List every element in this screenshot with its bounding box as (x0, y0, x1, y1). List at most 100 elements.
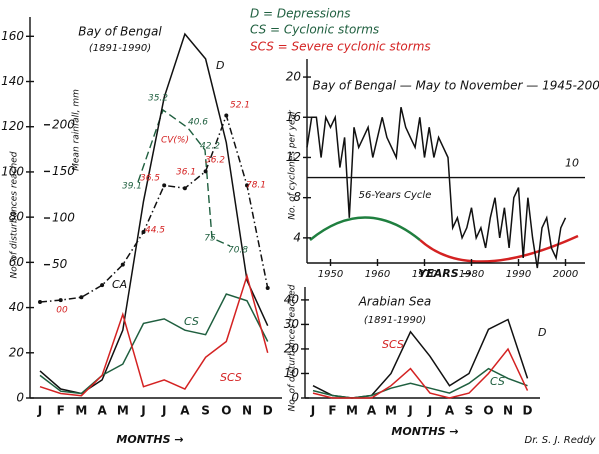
series-label: D (216, 59, 224, 72)
y-tick-label: 4 (293, 230, 301, 244)
y2-tick-label: 150 (52, 164, 75, 178)
y-tick-label: 160 (1, 29, 24, 43)
x-tick-label: 1960 (365, 269, 390, 280)
series-dot (224, 113, 229, 118)
x-tick-label: D (263, 404, 273, 418)
y2-tick-label: 200 (52, 117, 75, 131)
chart-title: Bay of Bengal (78, 25, 162, 39)
x-tick-label: 1970 (412, 269, 437, 280)
x-tick-label: F (57, 404, 65, 418)
chart-title: Arabian Sea (358, 295, 432, 309)
x-tick-label: J (427, 404, 432, 418)
y-tick-label: 30 (284, 317, 300, 331)
x-tick-label: N (503, 404, 513, 418)
annotation: 00 (56, 306, 68, 316)
series-dot (120, 262, 125, 267)
series-dot (58, 298, 63, 303)
y-tick-label: 16 (286, 110, 302, 124)
legend-d: D = Depressions (250, 7, 351, 21)
y-tick-label: 40 (9, 300, 25, 314)
x-tick-label: 1990 (506, 269, 531, 280)
x-axis-label: MONTHS → (116, 433, 183, 446)
chart-subtitle: (1891-1990) (364, 315, 426, 326)
y-axis-label: No. of cyclones per year (288, 109, 298, 220)
annotation: 52.1 (230, 101, 250, 111)
x-tick-label: 2000 (553, 269, 578, 280)
y-tick-label: 80 (9, 210, 25, 224)
y-tick-label: 100 (1, 164, 24, 178)
series-label: CS (184, 315, 199, 328)
y-tick-label: 20 (286, 70, 302, 84)
series-dot (79, 295, 84, 300)
legend-scs: SCS = Severe cyclonic storms (250, 40, 431, 54)
x-tick-label: M (346, 404, 358, 418)
annotation: 39.1 (122, 182, 142, 192)
y-tick-label: 20 (284, 341, 300, 355)
x-tick-label: O (483, 404, 493, 418)
x-tick-label: S (465, 404, 474, 418)
series-line (39, 273, 269, 397)
annotation: 78.1 (246, 181, 266, 191)
x-tick-label: A (445, 404, 455, 418)
annotation: 36.2 (205, 156, 225, 166)
y-tick-label: 20 (9, 345, 25, 359)
cycle-label: 56-Years Cycle (359, 190, 432, 201)
y-tick-label: 140 (1, 74, 24, 88)
chart-subtitle: (1891-1990) (89, 43, 151, 54)
series-dot (162, 183, 167, 188)
signature: Dr. S. J. Reddy (525, 435, 597, 446)
y-axis-label: No. of disturbances reached (10, 151, 20, 278)
y2-tick-label: 100 (52, 211, 75, 225)
legend-cs: CS = Cyclonic storms (250, 23, 379, 37)
annotation: CV(%) (161, 136, 189, 146)
x-tick-label: 1950 (318, 269, 343, 280)
annotation: 40.6 (188, 118, 208, 128)
series-dot (182, 186, 187, 191)
annotation: 42.2 (200, 142, 220, 152)
x-tick-label: A (97, 404, 107, 418)
x-tick-label: J (37, 404, 42, 418)
series-dot (265, 285, 270, 290)
x-tick-label: O (221, 404, 231, 418)
x-tick-label: D (523, 404, 533, 418)
y-tick-label: 10 (284, 366, 300, 380)
x-tick-label: M (75, 404, 87, 418)
x-tick-label: J (140, 404, 145, 418)
annotation: 36.5 (140, 174, 160, 184)
series-line (306, 107, 567, 269)
series-label: SCS (220, 371, 242, 384)
series-line (39, 293, 269, 395)
chart-title: Bay of Bengal — May to November — 1945-2… (313, 79, 599, 93)
x-tick-label: S (201, 404, 210, 418)
y-axis-label: No. of disturbances reached (288, 284, 298, 411)
annotation: 44.5 (145, 226, 165, 236)
series-label: SCS (382, 338, 404, 351)
series-line (312, 347, 529, 399)
y-tick-label: 8 (293, 190, 301, 204)
series-dot (100, 283, 105, 288)
cycle-curve-red (419, 234, 579, 263)
annotation: 70.8 (228, 246, 248, 256)
x-tick-label: A (367, 404, 377, 418)
series-label: CA (112, 278, 127, 291)
x-tick-label: J (161, 404, 166, 418)
y-tick-label: 40 (284, 292, 300, 306)
series-dot (245, 183, 249, 188)
annotation: 75 (204, 234, 216, 244)
x-tick-label: J (310, 404, 315, 418)
series-dot (38, 299, 42, 304)
x-tick-label: M (385, 404, 397, 418)
y-tick-label: 60 (9, 255, 25, 269)
y2-axis-label: Mean rainfall, mm (72, 89, 82, 171)
reference-label: 10 (565, 157, 579, 170)
x-tick-label: 1980 (459, 269, 484, 280)
x-tick-label: M (117, 404, 129, 418)
annotation: 35.2 (148, 94, 168, 104)
x-axis-label: YEARS → (418, 267, 471, 280)
annotation: 36.1 (176, 168, 196, 178)
y-tick-label: 120 (1, 119, 24, 133)
x-tick-label: N (242, 404, 252, 418)
y2-tick-label: 50 (52, 257, 68, 271)
series-label: D (538, 326, 546, 339)
